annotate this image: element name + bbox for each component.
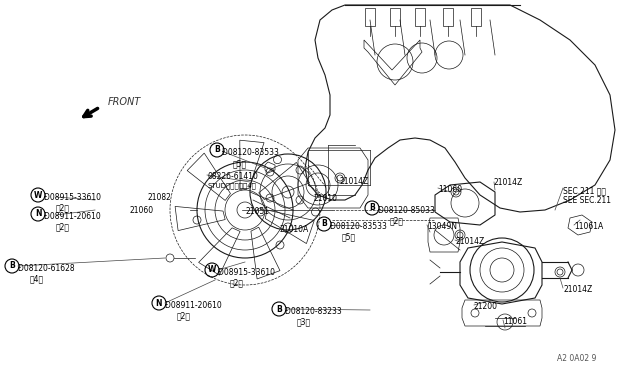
- Text: STUDスタッド（4）: STUDスタッド（4）: [207, 182, 256, 189]
- Text: （3）: （3）: [297, 317, 311, 326]
- Text: 11061A: 11061A: [574, 222, 604, 231]
- Text: 21010: 21010: [313, 194, 337, 203]
- Text: Ð08911-20610: Ð08911-20610: [165, 301, 221, 310]
- Text: N: N: [156, 298, 163, 308]
- Text: B: B: [276, 305, 282, 314]
- Text: Ð08120-85033: Ð08120-85033: [378, 206, 435, 215]
- Text: （5）: （5）: [233, 159, 247, 168]
- Bar: [443, 8, 453, 26]
- Text: 21010A: 21010A: [280, 225, 309, 234]
- Text: Ð08120-83533: Ð08120-83533: [222, 148, 279, 157]
- Bar: [365, 8, 375, 26]
- Text: W: W: [34, 190, 42, 199]
- Text: N: N: [35, 209, 41, 218]
- Text: （2）: （2）: [230, 278, 244, 287]
- Text: FRONT: FRONT: [108, 97, 141, 107]
- Text: Ð08120-83233: Ð08120-83233: [285, 307, 342, 316]
- Text: 13049N: 13049N: [427, 222, 457, 231]
- Text: 21014Z: 21014Z: [455, 237, 484, 246]
- Text: 21014Z: 21014Z: [340, 177, 369, 186]
- Text: 08226-61410: 08226-61410: [207, 172, 258, 181]
- Text: A2 0A02 9: A2 0A02 9: [557, 354, 596, 363]
- Text: （2）: （2）: [56, 203, 70, 212]
- Text: （5）: （5）: [342, 232, 356, 241]
- Text: 11060: 11060: [438, 185, 462, 194]
- Text: 21051: 21051: [246, 207, 270, 216]
- Text: B: B: [214, 145, 220, 154]
- Text: Ð08120-61628: Ð08120-61628: [18, 264, 75, 273]
- Text: （4）: （4）: [30, 274, 44, 283]
- Text: 21082: 21082: [148, 193, 172, 202]
- Bar: [390, 8, 400, 26]
- Text: 21014Z: 21014Z: [494, 178, 524, 187]
- Text: （2）: （2）: [177, 311, 191, 320]
- Text: SEC.211 参図: SEC.211 参図: [563, 186, 606, 195]
- Text: 21200: 21200: [474, 302, 498, 311]
- Text: 21014Z: 21014Z: [563, 285, 592, 294]
- Text: Ð08915-33610: Ð08915-33610: [218, 268, 275, 277]
- Text: 21060: 21060: [130, 206, 154, 215]
- Text: B: B: [369, 203, 375, 212]
- Text: Ð08915-33610: Ð08915-33610: [44, 193, 101, 202]
- Bar: [471, 8, 481, 26]
- Text: B: B: [9, 262, 15, 270]
- Text: （2）: （2）: [390, 216, 404, 225]
- Text: SEE SEC.211: SEE SEC.211: [563, 196, 611, 205]
- Text: Ð08120-83533: Ð08120-83533: [330, 222, 387, 231]
- Text: Ð08911-20610: Ð08911-20610: [44, 212, 100, 221]
- Text: 11061: 11061: [503, 317, 527, 326]
- Text: （2）: （2）: [56, 222, 70, 231]
- Text: B: B: [321, 219, 327, 228]
- Text: W: W: [208, 266, 216, 275]
- Bar: [415, 8, 425, 26]
